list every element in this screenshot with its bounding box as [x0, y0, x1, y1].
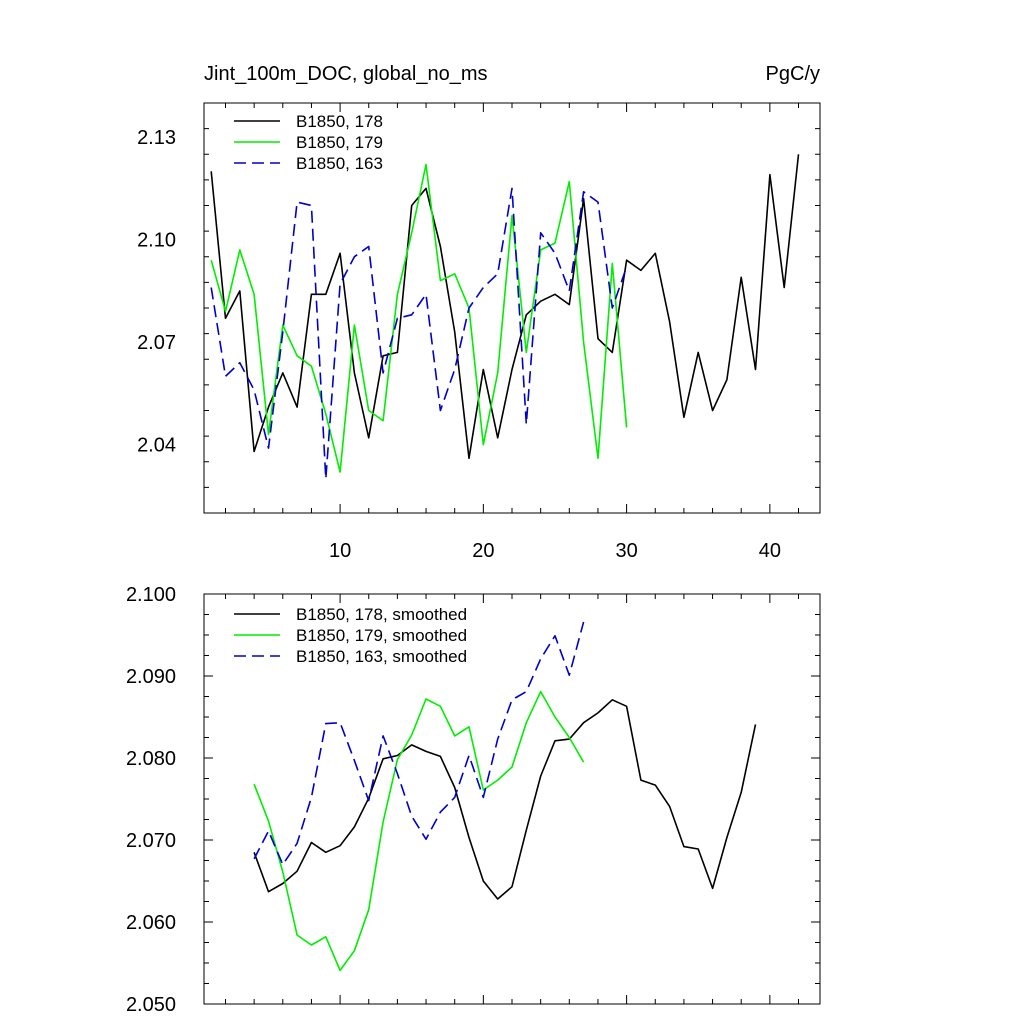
bottom-legend-label-1: B1850, 179, smoothed	[296, 626, 467, 645]
bottom-y-tick-label: 2.050	[126, 994, 176, 1016]
top-x-tick-label: 20	[472, 540, 494, 562]
bottom-y-tick-label: 2.080	[126, 748, 176, 770]
top-axis-ticks: 10 20 30 40 2.04 2.07 2.10 2.13	[137, 102, 820, 562]
top-series-lines	[210, 154, 800, 480]
bottom-series-lines	[253, 621, 757, 972]
top-series-line-2	[210, 187, 628, 480]
top-x-tick-label: 10	[329, 540, 351, 562]
top-x-tick-label: 30	[615, 540, 637, 562]
top-legend-label-0: B1850, 178	[296, 112, 383, 131]
bottom-series-line-0	[253, 698, 757, 900]
bottom-y-tick-label: 2.090	[126, 666, 176, 688]
top-y-tick-label: 2.10	[137, 230, 176, 252]
top-series-line-1	[210, 163, 628, 473]
top-x-tick-label: 40	[759, 540, 781, 562]
bottom-series-line-2	[253, 621, 585, 866]
bottom-y-tick-label: 2.100	[126, 584, 176, 606]
bottom-axis-ticks: 2.050 2.060 2.070 2.080 2.090 2.100	[126, 584, 820, 1016]
top-chart-title: Jint_100m_DOC, global_no_ms	[204, 63, 488, 85]
top-y-tick-label: 2.07	[137, 332, 176, 354]
bottom-legend-label-0: B1850, 178, smoothed	[296, 605, 467, 624]
bottom-series-line-1	[253, 690, 585, 972]
top-legend: B1850, 178 B1850, 179 B1850, 163	[234, 112, 383, 173]
top-legend-label-2: B1850, 163	[296, 154, 383, 173]
top-chart-units: PgC/y	[766, 63, 820, 85]
top-y-tick-label: 2.04	[137, 435, 176, 457]
bottom-y-tick-label: 2.060	[126, 912, 176, 934]
bottom-legend-label-2: B1850, 163, smoothed	[296, 647, 467, 666]
top-legend-label-1: B1850, 179	[296, 133, 383, 152]
top-y-tick-label: 2.13	[137, 127, 176, 149]
bottom-y-tick-label: 2.070	[126, 830, 176, 852]
top-series-line-0	[210, 154, 800, 460]
bottom-legend: B1850, 178, smoothed B1850, 179, smoothed…	[234, 605, 467, 666]
